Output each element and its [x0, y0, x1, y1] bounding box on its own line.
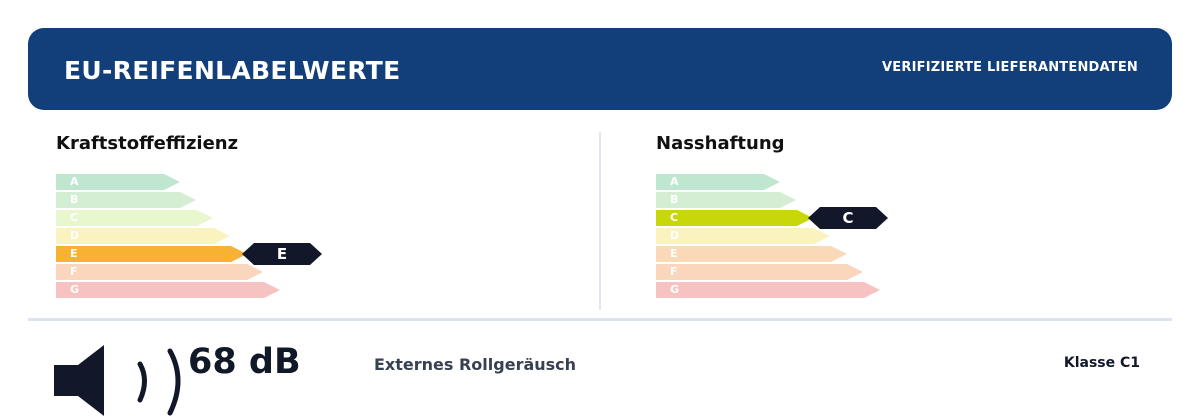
- fuel-bar-a: A: [56, 174, 180, 190]
- wet_grip-bar-b: B: [656, 192, 796, 208]
- wet_grip-bar-letter-f: F: [670, 265, 678, 278]
- fuel-bar-letter-g: G: [70, 283, 80, 296]
- panel-divider: [599, 132, 601, 310]
- section-divider: [28, 318, 1172, 321]
- fuel-bar-letter-e: E: [70, 247, 78, 260]
- wet_grip-bar-c: C: [656, 210, 813, 226]
- fuel-bar-b: B: [56, 192, 196, 208]
- wet_grip-bar-a: A: [656, 174, 780, 190]
- fuel-bar-letter-f: F: [70, 265, 78, 278]
- noise-label: Externes Rollgeräusch: [374, 355, 577, 374]
- wet_grip-rating-marker: C: [808, 207, 888, 229]
- wet_grip-bar-letter-b: B: [670, 193, 679, 206]
- fuel-bar-c: C: [56, 210, 213, 226]
- fuel-bar-letter-c: C: [70, 211, 79, 224]
- fuel-efficiency-title: Kraftstoffeffizienz: [56, 133, 239, 154]
- fuel-bar-letter-b: B: [70, 193, 79, 206]
- wet-grip-title: Nasshaftung: [656, 133, 785, 154]
- wet_grip-bar-letter-e: E: [670, 247, 678, 260]
- fuel-bar-letter-a: A: [70, 175, 79, 188]
- fuel-bar-f: F: [56, 264, 263, 280]
- fuel-bar-g: G: [56, 282, 280, 298]
- wet_grip-bar-letter-c: C: [670, 211, 679, 224]
- header-banner: EU-REIFENLABELWERTE VERIFIZIERTE LIEFERA…: [28, 28, 1172, 110]
- wet_grip-bar-e: E: [656, 246, 847, 262]
- fuel-bar-d: D: [56, 228, 230, 244]
- wet_grip-bar-g: G: [656, 282, 880, 298]
- page-title: EU-REIFENLABELWERTE: [64, 56, 401, 85]
- wet_grip-bar-letter-g: G: [670, 283, 680, 296]
- wet_grip-bar-letter-a: A: [670, 175, 679, 188]
- fuel-bar-letter-d: D: [70, 229, 80, 242]
- speaker-sound-icon: [54, 345, 181, 416]
- noise-class: Klasse C1: [1063, 355, 1140, 371]
- wet_grip-bar-d: D: [656, 228, 830, 244]
- noise-value: 68 dB: [188, 342, 301, 382]
- verified-supplier-badge: VERIFIZIERTE LIEFERANTENDATEN: [882, 60, 1138, 75]
- wet_grip-bar-f: F: [656, 264, 863, 280]
- fuel-rating-marker: E: [242, 243, 322, 265]
- wet_grip-bar-letter-d: D: [670, 229, 680, 242]
- fuel-bar-e: E: [56, 246, 247, 262]
